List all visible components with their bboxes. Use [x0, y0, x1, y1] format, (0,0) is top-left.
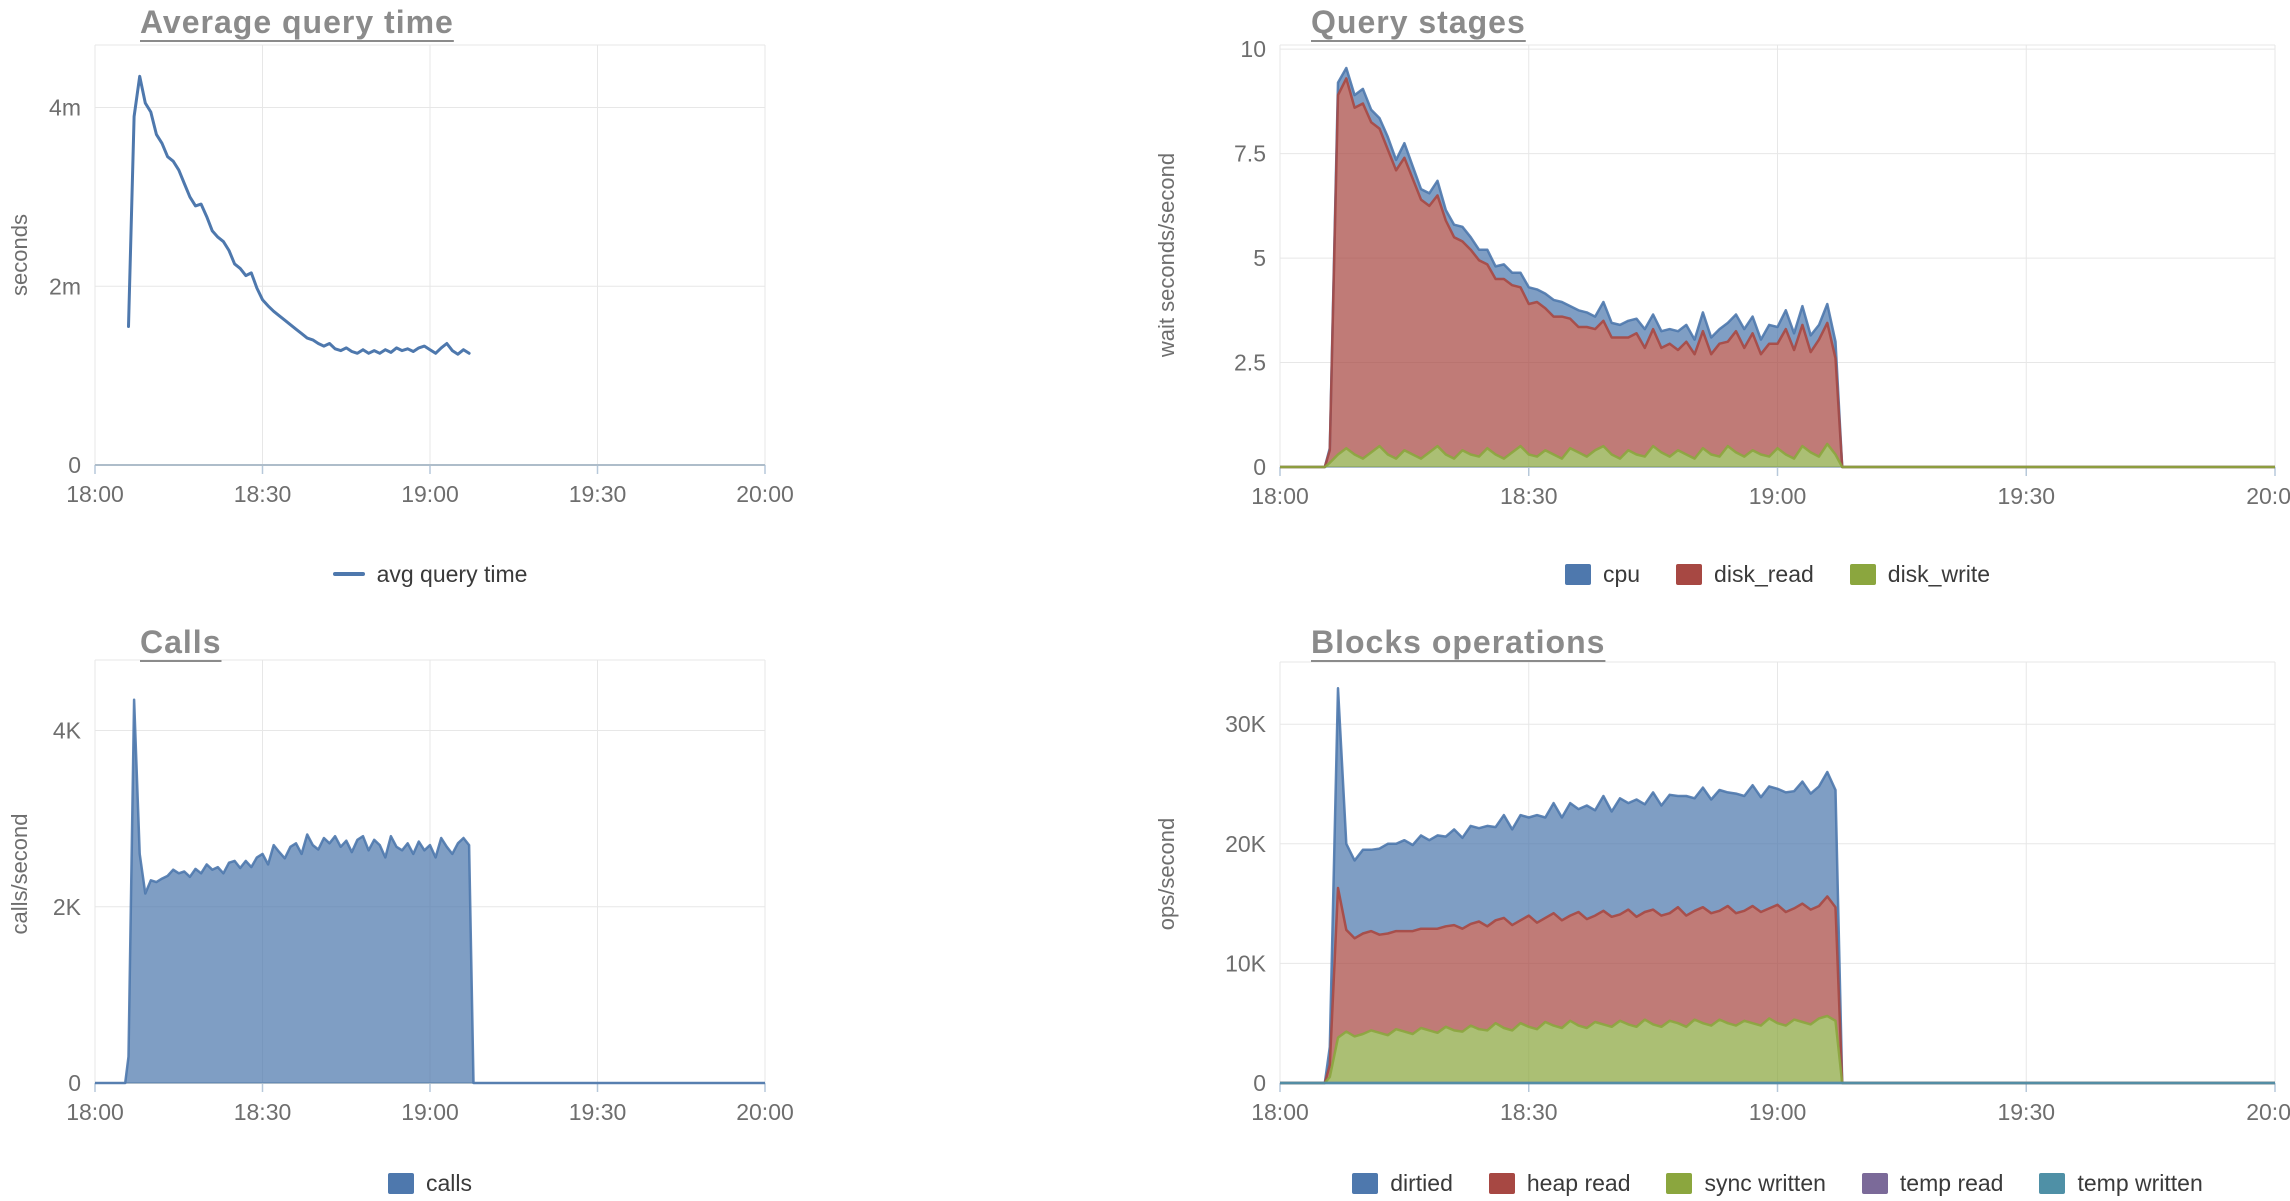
- line-series-avg-query-time: [127, 74, 471, 356]
- x-tick-label: 19:00: [401, 481, 459, 507]
- x-tick-label: 18:00: [66, 481, 124, 507]
- y-tick-label: 10K: [1225, 950, 1267, 976]
- area-stroke-disk_read: [1280, 77, 2275, 469]
- x-tick-label: 19:30: [569, 481, 627, 507]
- y-axis-label-seconds: seconds: [7, 214, 32, 296]
- legend-item-calls[interactable]: calls: [387, 1169, 472, 1197]
- y-tick-label: 7.5: [1234, 141, 1266, 167]
- chart-legend-0: avg query time: [95, 556, 765, 592]
- legend-swatch: [1352, 1172, 1379, 1194]
- y-tick-label: 0: [1253, 454, 1266, 480]
- y-axis-label-wait-seconds-per-second: wait seconds/second: [1154, 152, 1179, 358]
- x-tick-label: 19:30: [1997, 1099, 2055, 1125]
- area-stroke-calls: [95, 698, 765, 1085]
- y-tick-label: 30K: [1225, 711, 1267, 737]
- legend-label: cpu: [1602, 560, 1641, 587]
- chart-legend-1: cpu disk_read disk_write: [1280, 556, 2275, 592]
- legend-label: temp read: [1899, 1169, 2004, 1196]
- area-fill-disk_read: [1280, 78, 2275, 468]
- x-tick-label: 20:00: [2246, 483, 2290, 509]
- y-tick-label: 20K: [1225, 831, 1267, 857]
- y-tick-label: 5: [1253, 245, 1266, 271]
- x-tick-label: 19:30: [569, 1099, 627, 1125]
- legend-swatch: [1666, 1172, 1693, 1194]
- area-fill-dirtied: [1280, 688, 2275, 1083]
- y-tick-label: 4K: [53, 718, 82, 744]
- legend-label: sync written: [1704, 1169, 1826, 1196]
- chart-canvas-3: 18:00 18:30 19:00 19:30 20:00 0 10K 20K 30K: [1225, 661, 2290, 1125]
- legend-swatch: [1849, 563, 1876, 585]
- legend-label: avg query time: [376, 560, 528, 587]
- y-tick-label: 4m: [49, 95, 81, 121]
- y-axis-label-calls-per-second: calls/second: [7, 813, 32, 935]
- area-fill-calls: [95, 699, 765, 1083]
- y-tick-label: 0: [68, 452, 81, 478]
- x-tick-label: 20:00: [736, 481, 794, 507]
- chart-legend-2: calls: [95, 1165, 765, 1201]
- chart-title-blocks-operations: Blocks operations: [1311, 624, 1606, 660]
- area-stroke-heap-read: [1280, 886, 2275, 1085]
- y-tick-label: 2K: [53, 894, 82, 920]
- y-tick-label: 2.5: [1234, 350, 1266, 376]
- legend-swatch: [2039, 1172, 2066, 1194]
- x-tick-label: 19:30: [1997, 483, 2055, 509]
- x-tick-label: 18:30: [1500, 483, 1558, 509]
- legend-item-disk-write[interactable]: disk_write: [1849, 560, 1991, 588]
- chart-panel-calls: 18:00 18:30 19:00 19:30 20:00 0 2K 4K Calls cal…: [0, 612, 800, 1200]
- x-tick-label: 18:00: [66, 1099, 124, 1125]
- legend-swatch: [1861, 1172, 1888, 1194]
- chart-title-average-query-time: Average query time: [140, 4, 454, 40]
- y-axis-label-ops-per-second: ops/second: [1154, 817, 1179, 931]
- legend-swatch: [387, 1172, 414, 1194]
- legend-label: calls: [425, 1169, 472, 1196]
- area-fill-disk_write: [1280, 444, 2275, 467]
- chart-legend-3: dirtied heap read sync written temp read tem…: [1280, 1165, 2275, 1201]
- area-stroke-cpu: [1280, 66, 2275, 469]
- y-tick-label: 0: [68, 1070, 81, 1096]
- chart-title-query-stages: Query stages: [1311, 4, 1526, 40]
- legend-label: heap read: [1526, 1169, 1631, 1196]
- legend-item-sync-written[interactable]: sync written: [1666, 1169, 1826, 1197]
- chart-title-calls: Calls: [140, 624, 222, 660]
- legend-swatch: [1488, 1172, 1515, 1194]
- x-tick-label: 18:00: [1251, 483, 1309, 509]
- legend-label: disk_read: [1714, 560, 1814, 587]
- legend-swatch: [332, 572, 365, 576]
- legend-label: temp written: [2077, 1169, 2203, 1196]
- x-tick-label: 18:30: [1500, 1099, 1558, 1125]
- chart-canvas-1: 18:00 18:30 19:00 19:30 20:00 0 2.5 5 7.5 10: [1234, 36, 2290, 509]
- x-tick-label: 19:00: [1749, 483, 1807, 509]
- area-stroke-dirtied: [1280, 687, 2275, 1085]
- legend-item-heap-read[interactable]: heap read: [1488, 1169, 1631, 1197]
- area-fill-heap-read: [1280, 888, 2275, 1083]
- x-tick-label: 18:30: [234, 1099, 292, 1125]
- chart-panel-blocks-operations: 18:00 18:30 19:00 19:30 20:00 0 10K 20K 30K Bloc…: [1145, 612, 2290, 1200]
- legend-item-avg-query-time[interactable]: avg query time: [332, 560, 528, 588]
- x-tick-label: 20:00: [2246, 1099, 2290, 1125]
- y-tick-label: 0: [1253, 1070, 1266, 1096]
- x-tick-label: 18:30: [234, 481, 292, 507]
- legend-label: dirtied: [1390, 1169, 1453, 1196]
- area-stroke-disk_write: [1280, 442, 2275, 469]
- legend-item-cpu[interactable]: cpu: [1564, 560, 1641, 588]
- x-tick-label: 18:00: [1251, 1099, 1309, 1125]
- area-stroke-sync-written: [1280, 1014, 2275, 1085]
- legend-swatch: [1676, 563, 1703, 585]
- chart-panel-query-stages: 18:00 18:30 19:00 19:30 20:00 0 2.5 5 7.5 10 Quer…: [1145, 0, 2290, 608]
- legend-swatch: [1564, 563, 1591, 585]
- chart-canvas-2: 18:00 18:30 19:00 19:30 20:00 0 2K 4K: [53, 659, 794, 1125]
- legend-item-disk-read[interactable]: disk_read: [1676, 561, 1814, 588]
- legend-label: disk_write: [1887, 560, 1991, 587]
- x-tick-label: 19:00: [1749, 1099, 1807, 1125]
- x-tick-label: 19:00: [401, 1099, 459, 1125]
- legend-item-temp-written[interactable]: temp written: [2039, 1169, 2203, 1197]
- x-tick-label: 20:00: [736, 1099, 794, 1125]
- y-tick-label: 2m: [49, 273, 81, 299]
- legend-item-dirtied[interactable]: dirtied: [1352, 1170, 1453, 1197]
- area-fill-sync-written: [1280, 1016, 2275, 1083]
- chart-panel-average-query-time: 18:00 18:30 19:00 19:30 20:00 0 2m 4m Average q…: [0, 0, 800, 608]
- chart-canvas-0: 18:00 18:30 19:00 19:30 20:00 0 2m 4m: [49, 44, 794, 507]
- y-tick-label: 10: [1240, 36, 1266, 62]
- legend-item-temp-read[interactable]: temp read: [1861, 1169, 2004, 1197]
